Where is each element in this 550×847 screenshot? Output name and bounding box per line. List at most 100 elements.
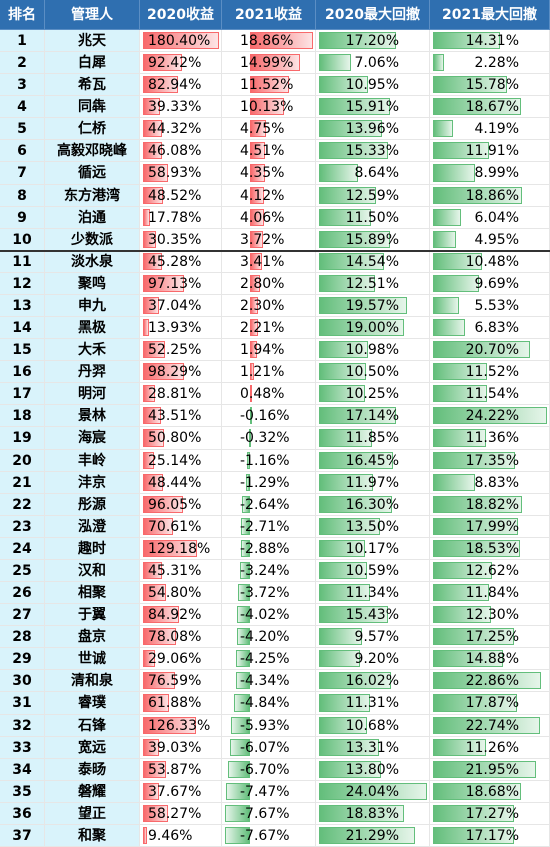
value-cell: 18.67% — [430, 96, 550, 119]
rank-cell: 9 — [0, 206, 45, 229]
cell-text: -4.34% — [240, 673, 290, 690]
value-cell: 9.20% — [316, 648, 430, 671]
data-bar — [433, 429, 487, 447]
cell-text: 19.00% — [345, 320, 399, 337]
data-bar — [433, 76, 508, 94]
cell-text: 39.03% — [148, 739, 202, 756]
cell-text: 16.02% — [345, 673, 399, 690]
data-bar — [433, 495, 522, 513]
cell-text: 6.83% — [474, 320, 519, 337]
cell-text: 10.17% — [345, 540, 399, 557]
value-cell: 11.52% — [430, 361, 550, 384]
data-bar — [319, 672, 391, 690]
data-bar — [433, 782, 521, 800]
cell-text: -3.24% — [240, 562, 290, 579]
cell-text: 21.95% — [465, 761, 519, 778]
value-cell: 25.14% — [140, 449, 222, 472]
manager-cell: 趣时 — [45, 537, 140, 560]
manager-cell: 黑极 — [45, 317, 140, 340]
value-cell: 13.31% — [316, 736, 430, 759]
cell-text: 2.21% — [240, 320, 285, 337]
data-bar — [143, 672, 176, 690]
value-cell: 43.51% — [140, 405, 222, 428]
rank-cell: 12 — [0, 272, 45, 295]
data-bar — [143, 473, 164, 491]
value-cell: 22.86% — [430, 670, 550, 693]
cell-text: 33 — [12, 739, 32, 756]
value-cell: 11.34% — [316, 582, 430, 605]
data-bar — [241, 517, 251, 535]
cell-text: 97.13% — [148, 275, 202, 292]
cell-text: 11.50% — [345, 209, 399, 226]
value-cell: 20.70% — [430, 339, 550, 362]
cell-text: 2.80% — [240, 275, 285, 292]
cell-text: 98.29% — [148, 364, 202, 381]
data-bar — [433, 186, 522, 204]
cell-text: 11.85% — [345, 430, 399, 447]
data-bar — [143, 716, 197, 734]
data-bar — [143, 76, 178, 94]
cell-text: 37.04% — [148, 297, 202, 314]
manager-cell: 汉和 — [45, 559, 140, 583]
data-bar — [433, 54, 444, 72]
data-bar — [143, 164, 168, 182]
value-cell: 2.30% — [222, 294, 316, 318]
data-bar — [319, 164, 358, 182]
data-bar — [250, 186, 265, 204]
value-cell: 3.41% — [222, 250, 316, 273]
manager-cell: 景林 — [45, 405, 140, 428]
cell-text: 14 — [12, 320, 32, 337]
cell-text: 2.30% — [240, 297, 285, 314]
data-bar — [319, 98, 391, 116]
rank-cell: 27 — [0, 604, 45, 627]
value-cell: 1.94% — [222, 339, 316, 362]
cell-text: 丰岭 — [78, 452, 106, 469]
header-cell: 2020收益 — [140, 0, 222, 30]
manager-cell: 泊通 — [45, 206, 140, 229]
value-cell: 17.99% — [430, 515, 550, 538]
data-bar — [143, 32, 219, 50]
cell-text: 彤源 — [78, 496, 106, 513]
cell-text: 大禾 — [78, 342, 106, 359]
manager-cell: 世诚 — [45, 648, 140, 671]
cell-text: -5.93% — [240, 717, 290, 734]
data-bar — [319, 826, 415, 844]
cell-text: 129.18% — [148, 540, 211, 557]
value-cell: 18.86% — [430, 184, 550, 207]
cell-text: 18 — [12, 408, 32, 425]
cell-text: -6.70% — [240, 761, 290, 778]
value-cell: 6.04% — [430, 206, 550, 229]
rank-cell: 25 — [0, 559, 45, 583]
cell-text: 13 — [12, 297, 32, 314]
data-bar — [241, 495, 251, 513]
data-bar — [236, 650, 251, 668]
value-cell: -3.24% — [222, 559, 316, 583]
rank-cell: 13 — [0, 294, 45, 318]
value-cell: 11.85% — [316, 427, 430, 450]
header-cell: 2021收益 — [222, 0, 316, 30]
value-cell: 14.31% — [430, 30, 550, 53]
cell-text: 4.06% — [240, 209, 285, 226]
data-bar — [433, 142, 490, 160]
cell-text: 50.80% — [148, 430, 202, 447]
value-cell: 18.68% — [430, 780, 550, 803]
cell-text: 8.83% — [474, 474, 519, 491]
manager-cell: 望正 — [45, 802, 140, 825]
data-bar — [433, 230, 457, 248]
value-cell: 11.31% — [316, 692, 430, 715]
data-bar — [143, 54, 182, 72]
cell-text: 清和泉 — [71, 673, 113, 690]
cell-text: -0.16% — [240, 408, 290, 425]
cell-text: 宽远 — [78, 739, 106, 756]
cell-text: -2.71% — [240, 518, 290, 535]
value-cell: 11.54% — [430, 383, 550, 406]
manager-cell: 申九 — [45, 294, 140, 318]
data-bar — [143, 826, 147, 844]
cell-text: 11.54% — [465, 386, 519, 403]
cell-text: 10.98% — [345, 342, 399, 359]
value-cell: -5.93% — [222, 714, 316, 737]
cell-text: 45.31% — [148, 562, 202, 579]
value-cell: 45.28% — [140, 250, 222, 273]
